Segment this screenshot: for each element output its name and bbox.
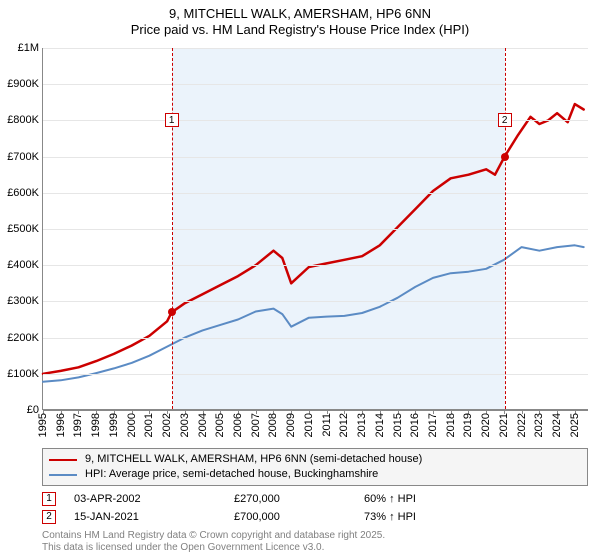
sale-date: 15-JAN-2021 — [74, 508, 234, 526]
y-axis-label: £700K — [7, 151, 39, 163]
sale-row: 1 03-APR-2002 £270,000 60% ↑ HPI — [42, 490, 588, 508]
y-axis-label: £500K — [7, 223, 39, 235]
sale-row: 2 15-JAN-2021 £700,000 73% ↑ HPI — [42, 508, 588, 526]
x-axis-label: 1996 — [55, 413, 67, 437]
y-axis-label: £900K — [7, 78, 39, 90]
x-axis-label: 2023 — [533, 413, 545, 437]
x-axis-label: 2003 — [179, 413, 191, 437]
annotation-marker: 2 — [498, 113, 512, 127]
sale-marker: 2 — [42, 510, 56, 524]
legend-swatch-property — [49, 459, 77, 461]
x-axis-label: 2012 — [338, 413, 350, 437]
x-axis-label: 2009 — [285, 413, 297, 437]
sale-pct: 73% ↑ HPI — [364, 508, 504, 526]
x-axis-label: 2018 — [445, 413, 457, 437]
x-axis-label: 2021 — [498, 413, 510, 437]
title-sub: Price paid vs. HM Land Registry's House … — [0, 22, 600, 38]
footer-line-1: Contains HM Land Registry data © Crown c… — [42, 530, 385, 542]
sale-date: 03-APR-2002 — [74, 490, 234, 508]
x-axis-label: 2011 — [321, 413, 333, 437]
plot-region: £0£100K£200K£300K£400K£500K£600K£700K£80… — [42, 48, 588, 410]
x-axis-label: 2025 — [569, 413, 581, 437]
x-axis-label: 1997 — [72, 413, 84, 437]
legend: 9, MITCHELL WALK, AMERSHAM, HP6 6NN (sem… — [42, 448, 588, 486]
x-axis-label: 2006 — [232, 413, 244, 437]
sale-price: £700,000 — [234, 508, 364, 526]
sale-point-marker — [501, 153, 509, 161]
sale-price: £270,000 — [234, 490, 364, 508]
x-axis-label: 2007 — [250, 413, 262, 437]
chart-area: £0£100K£200K£300K£400K£500K£600K£700K£80… — [42, 48, 588, 410]
x-axis-label: 2017 — [427, 413, 439, 437]
legend-label-property: 9, MITCHELL WALK, AMERSHAM, HP6 6NN (sem… — [85, 452, 422, 467]
x-axis-label: 2001 — [143, 413, 155, 437]
x-axis-label: 2000 — [126, 413, 138, 437]
x-axis-label: 2019 — [462, 413, 474, 437]
annotation-marker: 1 — [165, 113, 179, 127]
x-axis-label: 1999 — [108, 413, 120, 437]
y-axis-label: £1M — [18, 42, 39, 54]
chart-titles: 9, MITCHELL WALK, AMERSHAM, HP6 6NN Pric… — [0, 0, 600, 39]
x-axis-label: 2022 — [516, 413, 528, 437]
sale-rows: 1 03-APR-2002 £270,000 60% ↑ HPI 2 15-JA… — [42, 490, 588, 526]
legend-label-hpi: HPI: Average price, semi-detached house,… — [85, 467, 378, 482]
y-axis-label: £400K — [7, 259, 39, 271]
x-axis-label: 2002 — [161, 413, 173, 437]
title-address: 9, MITCHELL WALK, AMERSHAM, HP6 6NN — [0, 6, 600, 22]
legend-swatch-hpi — [49, 474, 77, 476]
x-axis-label: 2004 — [197, 413, 209, 437]
x-axis-label: 2014 — [374, 413, 386, 437]
x-axis-label: 1995 — [37, 413, 49, 437]
x-axis-label: 2015 — [392, 413, 404, 437]
x-axis-label: 1998 — [90, 413, 102, 437]
x-axis-label: 2008 — [267, 413, 279, 437]
y-axis-label: £800K — [7, 114, 39, 126]
x-axis-label: 2024 — [551, 413, 563, 437]
x-axis-label: 2013 — [356, 413, 368, 437]
x-axis-label: 2020 — [480, 413, 492, 437]
y-axis-label: £300K — [7, 295, 39, 307]
x-axis-label: 2016 — [409, 413, 421, 437]
x-axis-label: 2010 — [303, 413, 315, 437]
sale-pct: 60% ↑ HPI — [364, 490, 504, 508]
x-axis-label: 2005 — [214, 413, 226, 437]
y-axis-label: £600K — [7, 187, 39, 199]
y-axis-label: £200K — [7, 332, 39, 344]
y-axis-label: £100K — [7, 368, 39, 380]
legend-row-hpi: HPI: Average price, semi-detached house,… — [49, 467, 581, 482]
footer-line-2: This data is licensed under the Open Gov… — [42, 542, 385, 554]
legend-row-property: 9, MITCHELL WALK, AMERSHAM, HP6 6NN (sem… — [49, 452, 581, 467]
footer: Contains HM Land Registry data © Crown c… — [42, 530, 385, 554]
sale-point-marker — [168, 308, 176, 316]
sale-marker: 1 — [42, 492, 56, 506]
